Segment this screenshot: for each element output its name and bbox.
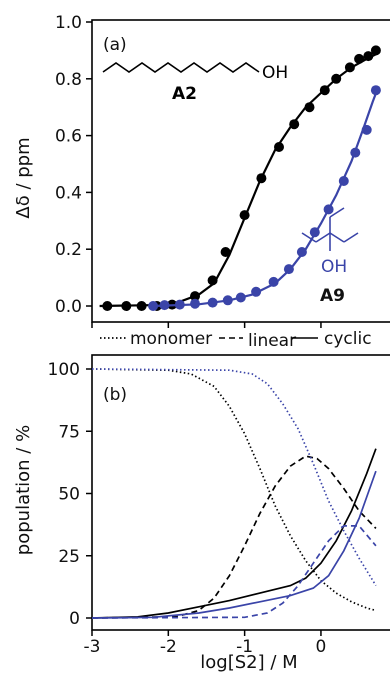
a9-data-point (296, 247, 307, 257)
a9-data-point (148, 301, 159, 311)
panel-b-plot (91, 368, 377, 619)
a2-monomer-line (91, 368, 377, 612)
panel-a-ytick-label: 0.6 (55, 127, 82, 147)
panel-a-ytick-label: 0.4 (55, 183, 82, 203)
a2-data-point (344, 62, 355, 73)
a9-data-point (174, 299, 185, 310)
panel-b-ylabel: population / % (13, 425, 34, 555)
panel-a-ticks: 0.0 0.2 0.4 0.6 0.8 1.0 (55, 13, 322, 328)
a9-data-point (283, 264, 294, 275)
panel-a-ytick-label: 0.8 (55, 70, 82, 90)
panel-b-xlabel: log[S2] / M (200, 652, 297, 673)
a2-data-point (354, 53, 365, 64)
a9-monomer-line (91, 368, 377, 587)
a9-structure-drawing (301, 207, 359, 251)
legend-linear-label: linear (248, 331, 296, 351)
a2-linear-line (91, 455, 377, 619)
a9-linear-line (91, 525, 377, 619)
a2-data-point (319, 85, 330, 96)
a2-compound-label: A2 (172, 84, 197, 104)
panel-b-xtick-label: -1 (236, 637, 253, 657)
panel-b-label: (b) (103, 385, 127, 405)
a2-data-point (239, 210, 250, 221)
a2-fit-line (99, 52, 379, 308)
a2-data-point (274, 142, 284, 152)
panel-a-ytick-label: 1.0 (55, 13, 82, 33)
panel-b-border (91, 354, 390, 631)
panel-b-ytick-label: 50 (58, 485, 80, 505)
a2-data-point (220, 247, 231, 257)
a2-data-point (121, 301, 132, 311)
a9-data-point (323, 204, 334, 215)
a9-data-point (361, 124, 372, 135)
panel-a-ylabel: Δδ / ppm (13, 137, 34, 218)
a9-data-point (350, 147, 361, 158)
a9-cyclic-line (91, 470, 377, 619)
a9-data-point (251, 286, 262, 297)
panel-b-ytick-label: 75 (58, 422, 80, 442)
a9-data-point (222, 295, 233, 306)
a2-structure-drawing (102, 62, 260, 73)
a2-oh-label: OH (262, 63, 288, 83)
a9-oh-label: OH (321, 257, 347, 277)
panel-a-plot (99, 45, 381, 311)
a2-data-point (363, 51, 374, 62)
panel-b-ytick-label: 0 (69, 609, 80, 629)
a2-data-point (190, 291, 200, 302)
a2-data-point (304, 102, 315, 113)
legend: monomer linear cyclic (100, 329, 372, 351)
a2-data-point (102, 301, 113, 311)
panel-b-ticks: 0 25 50 75 100 -3 -2 -1 0 (48, 360, 327, 657)
a2-data-point (370, 45, 381, 56)
panel-a-frame (91, 19, 390, 323)
panel-a-border (91, 19, 390, 323)
a9-data-point (190, 298, 200, 309)
a9-data-point (370, 85, 381, 96)
a2-data-point (136, 301, 147, 311)
panel-a-ytick-label: 0.0 (55, 297, 82, 317)
a9-data-point (207, 297, 218, 308)
panel-b-xtick-label: -3 (84, 637, 101, 657)
a2-data-point (331, 73, 342, 84)
a2-data-point (256, 173, 267, 184)
panel-a-ytick-label: 0.2 (55, 240, 82, 260)
panel-b-xtick-label: 0 (316, 637, 327, 657)
a9-data-point (235, 292, 246, 303)
panel-b-ytick-label: 25 (58, 547, 80, 567)
a2-data-point (207, 275, 218, 286)
a9-data-point (338, 176, 349, 186)
a2-cyclic-line (91, 448, 377, 619)
a9-compound-label: A9 (320, 286, 345, 306)
a9-data-point (268, 276, 279, 287)
a2-data-point (289, 119, 300, 130)
panel-b-ytick-label: 100 (48, 360, 80, 380)
a9-data-point (309, 227, 320, 238)
legend-cyclic-label: cyclic (324, 329, 372, 349)
a9-data-point (159, 300, 170, 311)
panel-b-xtick-label: -2 (160, 637, 177, 657)
panel-b-frame (91, 354, 390, 631)
panel-a-label: (a) (103, 35, 127, 55)
legend-monomer-label: monomer (130, 329, 212, 349)
